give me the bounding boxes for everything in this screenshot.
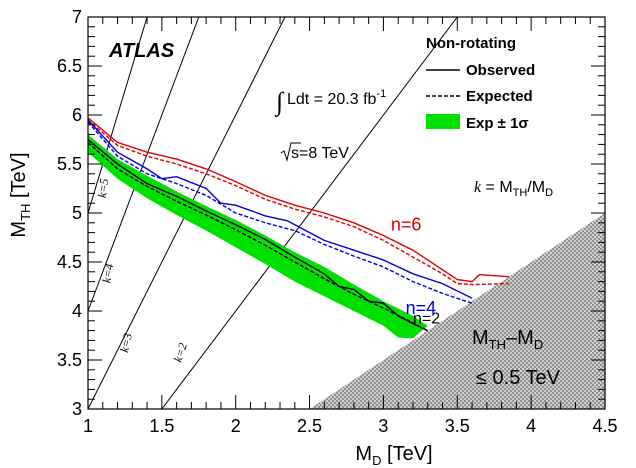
x-tick-label: 1: [83, 416, 93, 436]
excluded-region-label-2: ≤ 0.5 TeV: [476, 367, 561, 389]
x-tick-label: 3: [378, 416, 388, 436]
k-line-label: k=3: [117, 332, 135, 354]
excluded-region-label-1: MTH–MD: [472, 327, 543, 352]
legend-label: Expected: [466, 88, 533, 105]
series-label-n=6: n=6: [391, 215, 422, 235]
y-tick-label: 3.5: [57, 350, 82, 370]
integral-sign: ∫: [274, 87, 285, 117]
k-line-label: k=5: [95, 178, 111, 199]
x-axis-label: MD [TeV]: [355, 443, 432, 468]
x-tick-label: 1.5: [149, 416, 174, 436]
legend-swatch-band: [426, 114, 460, 129]
y-tick-label: 3: [72, 399, 82, 419]
luminosity-label: Ldt = 20.3 fb-1: [287, 88, 386, 108]
y-axis-label: MTH [TeV]: [8, 152, 33, 237]
y-tick-label: 6: [72, 105, 82, 125]
x-tick-label: 4.5: [592, 416, 617, 436]
legend-header: Non-rotating: [426, 35, 516, 52]
y-tick-label: 6.5: [57, 56, 82, 76]
series-label-n=2: n=2: [413, 311, 440, 328]
experiment-label: ATLAS: [108, 40, 175, 62]
x-tick-label: 2: [231, 416, 241, 436]
excluded-region: [310, 213, 605, 409]
legend-label: Observed: [466, 62, 535, 79]
energy-label: s=8 TeV: [291, 145, 349, 162]
y-tick-label: 7: [72, 7, 82, 27]
k-line-label: k=2: [171, 341, 190, 364]
k-line-label: k=4: [99, 263, 116, 284]
y-tick-label: 4: [72, 301, 82, 321]
y-tick-label: 5: [72, 203, 82, 223]
y-tick-label: 4.5: [57, 252, 82, 272]
k-definition: k = MTH/MD: [474, 179, 553, 199]
expected-line-n=4: [88, 122, 472, 303]
x-tick-label: 2.5: [297, 416, 322, 436]
x-tick-label: 4: [526, 416, 536, 436]
y-tick-label: 5.5: [57, 154, 82, 174]
legend-label: Exp ± 1σ: [466, 115, 529, 132]
x-tick-label: 3.5: [445, 416, 470, 436]
